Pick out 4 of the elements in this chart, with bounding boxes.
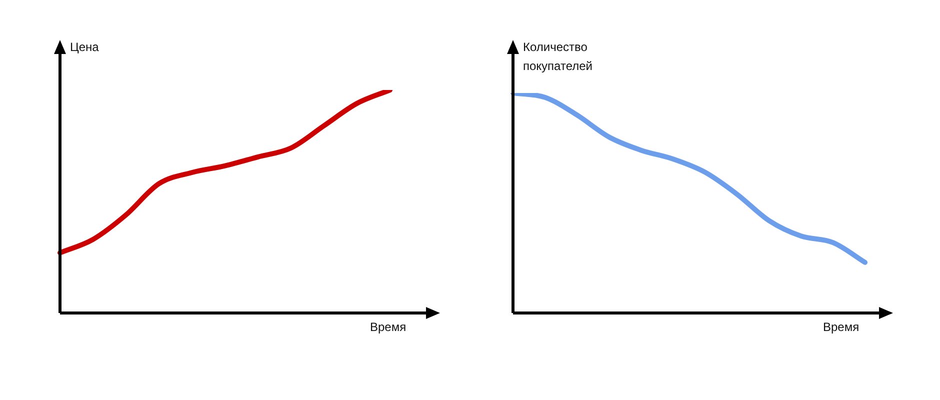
x-axis-title: Время [823, 319, 860, 336]
y-axis-title: Количество покупателей [523, 39, 594, 75]
x-axis-title: Время [370, 319, 406, 336]
y-axis-title: Цена [70, 39, 100, 56]
